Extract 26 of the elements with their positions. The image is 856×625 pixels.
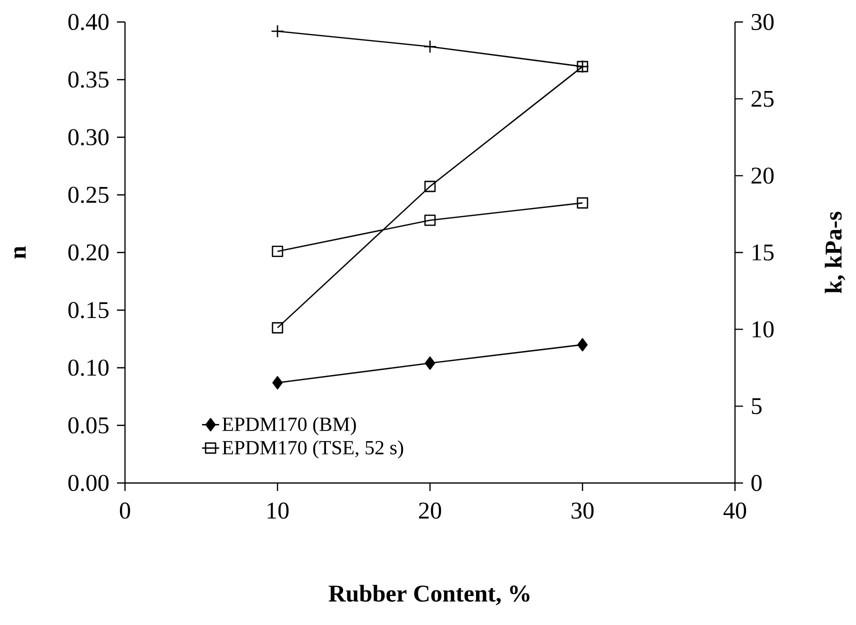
y-tick-label: 0.40 bbox=[68, 14, 109, 30]
y-tick-label: 0.10 bbox=[68, 360, 109, 376]
y2-tick-label: 5 bbox=[752, 398, 762, 414]
x-tick-label: 20 bbox=[419, 502, 442, 519]
y-tick-label: 0.20 bbox=[68, 244, 109, 261]
y-tick-label: 0.35 bbox=[68, 71, 109, 88]
legend-label: EPDM170 (BM) bbox=[222, 416, 356, 436]
y2-axis-title: k, kPa-s bbox=[824, 212, 846, 294]
y2-tick-label: 20 bbox=[752, 168, 774, 184]
x-tick-label: 30 bbox=[572, 502, 594, 519]
x-tick-label: 10 bbox=[268, 502, 289, 519]
y-axis-title: n bbox=[14, 246, 26, 259]
legend-label: EPDM170 (TSE, 52 s) bbox=[222, 440, 404, 458]
y-tick-label: 0.25 bbox=[68, 186, 109, 204]
y2-tick-label: 25 bbox=[752, 90, 774, 107]
y-tick-label: 0.30 bbox=[68, 129, 109, 146]
y-tick-label: 0.05 bbox=[68, 417, 109, 434]
y2-tick-label: 0 bbox=[751, 474, 762, 492]
y2-tick-label: 10 bbox=[752, 321, 774, 338]
x-tick-label: 0 bbox=[120, 502, 130, 519]
y2-tick-label: 30 bbox=[752, 14, 774, 30]
y-tick-label: 0.00 bbox=[68, 474, 109, 492]
y-tick-label: 0.15 bbox=[68, 302, 109, 318]
x-tick-label: 40 bbox=[723, 502, 746, 519]
x-axis-title: Rubber Content, % bbox=[328, 584, 530, 606]
y2-tick-label: 15 bbox=[752, 244, 774, 261]
